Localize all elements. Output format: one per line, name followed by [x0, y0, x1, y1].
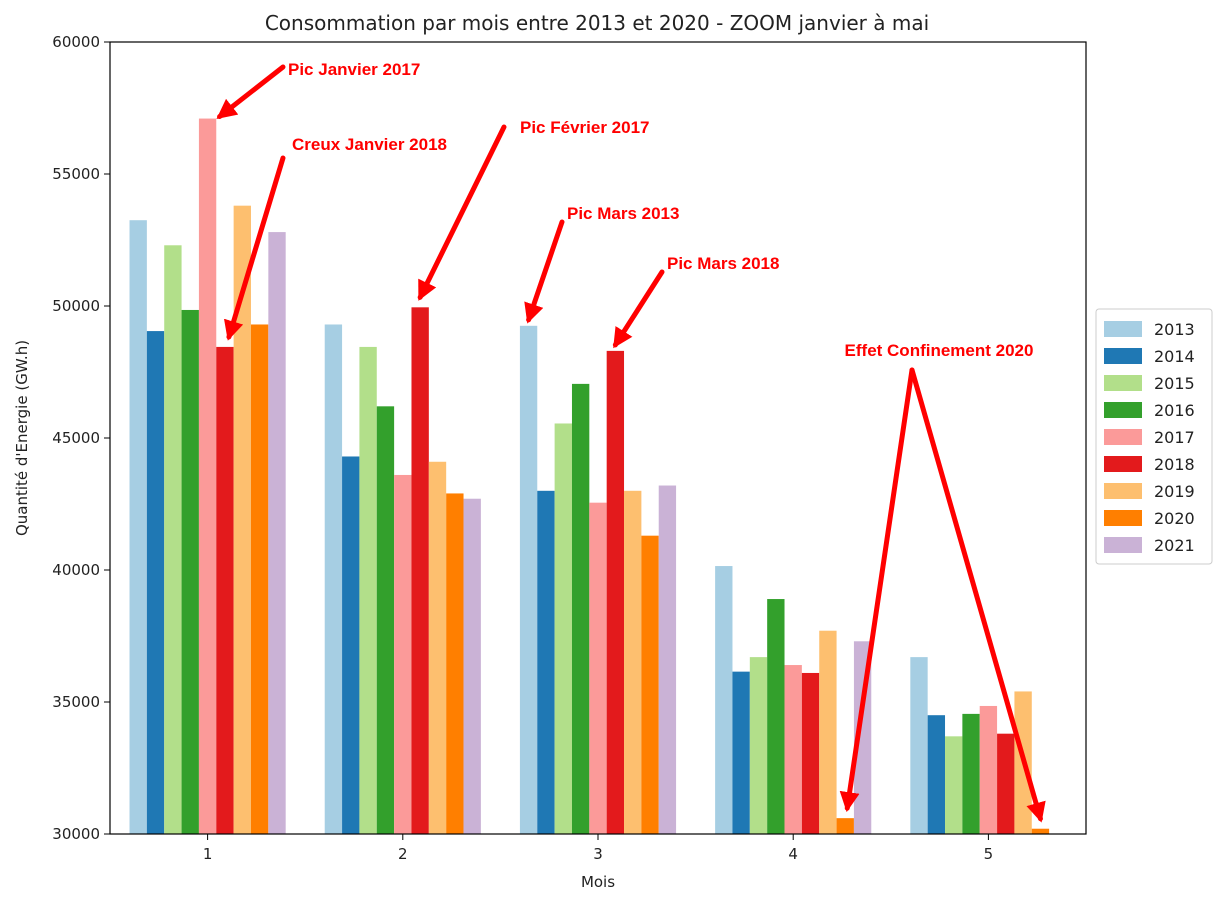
- bar-2014-mois-3: [537, 490, 555, 834]
- y-tick-label: 35000: [52, 693, 100, 711]
- bar-2018-mois-1: [216, 346, 234, 834]
- bar-2014-mois-4: [732, 671, 750, 834]
- legend-swatch-2017: [1104, 429, 1142, 445]
- legend-label-2019: 2019: [1154, 482, 1195, 501]
- legend-box: [1095, 308, 1213, 565]
- bar-2013-mois-2: [324, 324, 343, 834]
- annotation-arrow-confinement-mai: [909, 367, 1046, 823]
- annotation-arrow-confinement-avril: [839, 367, 915, 813]
- bar-2019-mois-1: [233, 205, 251, 834]
- legend-swatch-2016: [1104, 402, 1142, 418]
- bar-2016-mois-2: [376, 406, 395, 834]
- x-axis-label: Mois: [581, 873, 615, 891]
- bar-2014-mois-5: [927, 715, 946, 834]
- chart-title: Consommation par mois entre 2013 et 2020…: [265, 11, 929, 35]
- annotation-arrow-pic-fevrier-2017: [417, 124, 507, 301]
- y-tick-label: 60000: [52, 33, 100, 51]
- bar-2020-mois-4: [836, 818, 854, 834]
- x-tick-label: 4: [788, 845, 798, 863]
- annotation-arrow-pic-janvier-2017: [216, 64, 286, 120]
- y-tick-label: 45000: [52, 429, 100, 447]
- bar-2021-mois-1: [268, 232, 286, 834]
- bar-2021-mois-3: [658, 485, 677, 834]
- bar-2016-mois-4: [767, 599, 785, 834]
- bar-2018-mois-4: [801, 672, 820, 834]
- annotation-arrow-creux-janvier-2018: [224, 155, 286, 341]
- bar-2017-mois-4: [784, 665, 802, 834]
- y-tick-label: 50000: [52, 297, 100, 315]
- annotation-label: Pic Mars 2018: [667, 254, 779, 273]
- annotation-label: Creux Janvier 2018: [292, 135, 447, 154]
- bar-2014-mois-2: [342, 456, 360, 834]
- bar-2019-mois-3: [624, 490, 642, 834]
- bar-2019-mois-4: [819, 630, 837, 834]
- bar-2013-mois-5: [910, 657, 928, 834]
- bar-2015-mois-1: [164, 245, 182, 834]
- x-tick-label: 2: [398, 845, 408, 863]
- legend-label-2013: 2013: [1154, 320, 1195, 339]
- x-tick-label: 5: [984, 845, 994, 863]
- bar-2020-mois-5: [1031, 828, 1050, 834]
- bar-2013-mois-1: [129, 220, 147, 834]
- y-tick-label: 30000: [52, 825, 100, 843]
- bar-2020-mois-1: [250, 324, 269, 834]
- bar-2015-mois-2: [359, 346, 377, 834]
- bar-2017-mois-3: [589, 502, 607, 834]
- legend-label-2017: 2017: [1154, 428, 1195, 447]
- legend-label-2020: 2020: [1154, 509, 1195, 528]
- legend-swatch-2014: [1104, 348, 1142, 364]
- legend-swatch-2015: [1104, 375, 1142, 391]
- bar-2020-mois-2: [446, 493, 464, 834]
- legend-swatch-2021: [1104, 537, 1142, 553]
- bar-2017-mois-1: [198, 118, 217, 834]
- bar-2015-mois-3: [554, 423, 572, 834]
- bar-2013-mois-4: [715, 566, 733, 834]
- bar-2015-mois-5: [945, 736, 963, 834]
- x-tick-label: 3: [593, 845, 603, 863]
- x-tick-label: 1: [203, 845, 213, 863]
- y-axis-label: Quantité d'Energie (GW.h): [13, 340, 31, 536]
- annotation-label: Pic Février 2017: [520, 118, 649, 137]
- legend-label-2018: 2018: [1154, 455, 1195, 474]
- bar-2018-mois-2: [411, 307, 429, 834]
- annotation-label: Pic Janvier 2017: [288, 60, 420, 79]
- annotation-label: Effet Confinement 2020: [845, 341, 1034, 360]
- bar-2014-mois-1: [146, 331, 165, 834]
- legend-swatch-2013: [1104, 321, 1142, 337]
- bar-2016-mois-5: [962, 713, 980, 834]
- axes: 30000 35000 40000 45000 50000 55000 60000 1 2 3 4 5: [52, 33, 993, 863]
- bar-2019-mois-2: [428, 461, 447, 834]
- legend: 2013 2014 2015 2016 2017 2018 2019 2020 2021: [1095, 308, 1213, 565]
- bar-2020-mois-3: [641, 535, 659, 834]
- bar-2021-mois-2: [463, 498, 481, 834]
- legend-label-2015: 2015: [1154, 374, 1195, 393]
- annotation-arrow-pic-mars-2013: [524, 219, 565, 324]
- legend-label-2014: 2014: [1154, 347, 1195, 366]
- annotation-arrow-pic-mars-2018: [612, 269, 665, 349]
- legend-label-2016: 2016: [1154, 401, 1195, 420]
- legend-swatch-2018: [1104, 456, 1142, 472]
- bar-2013-mois-3: [519, 325, 538, 834]
- bar-2016-mois-3: [571, 383, 590, 834]
- y-tick-label: 55000: [52, 165, 100, 183]
- legend-label-2021: 2021: [1154, 536, 1195, 555]
- bar-2017-mois-5: [979, 705, 998, 834]
- annotation-label: Pic Mars 2013: [567, 204, 679, 223]
- bar-2018-mois-5: [997, 733, 1015, 834]
- plot-area: [129, 118, 1050, 835]
- legend-swatch-2019: [1104, 483, 1142, 499]
- annotations: Pic Janvier 2017 Creux Janvier 2018 Pic Fé…: [216, 60, 1046, 823]
- y-tick-label: 40000: [52, 561, 100, 579]
- bar-2018-mois-3: [606, 350, 625, 834]
- bar-2015-mois-4: [749, 657, 768, 834]
- bar-2016-mois-1: [181, 309, 199, 835]
- bar-2017-mois-2: [394, 474, 412, 834]
- legend-swatch-2020: [1104, 510, 1142, 526]
